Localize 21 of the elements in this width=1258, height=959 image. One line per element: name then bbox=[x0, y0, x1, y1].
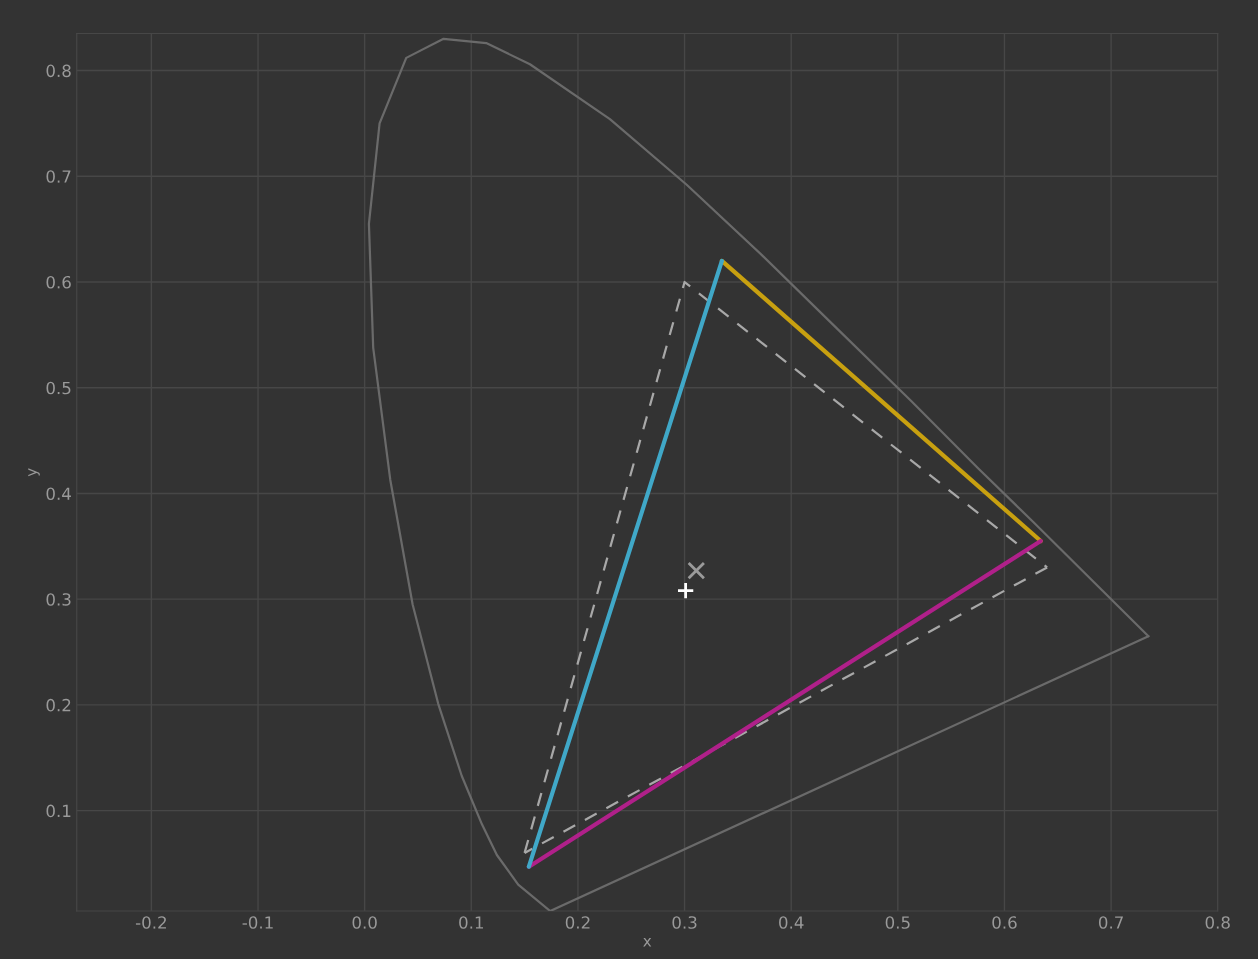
x-tick-label: 0.8 bbox=[1205, 916, 1230, 929]
y-axis-title: y bbox=[28, 468, 40, 477]
x-tick-label: 0.6 bbox=[992, 916, 1017, 929]
y-tick-label: 0.2 bbox=[46, 698, 71, 712]
x-tick-label: 0.4 bbox=[779, 916, 804, 929]
y-tick-label: 0.5 bbox=[46, 381, 71, 395]
x-tick-label: 0.0 bbox=[352, 916, 377, 929]
y-tick-label: 0.6 bbox=[46, 275, 71, 289]
y-tick-label: 0.3 bbox=[46, 593, 71, 606]
y-tick-label: 0.8 bbox=[46, 64, 71, 78]
x-tick-label: 0.7 bbox=[1098, 916, 1123, 929]
y-tick-label: 0.4 bbox=[46, 487, 71, 501]
y-tick-label: 0.1 bbox=[46, 804, 71, 818]
x-tick-label: 0.3 bbox=[672, 916, 697, 929]
x-tick-label: 0.5 bbox=[885, 916, 910, 929]
y-tick-label: 0.7 bbox=[46, 170, 71, 183]
x-tick-label: -0.2 bbox=[135, 916, 166, 929]
x-tick-label: 0.1 bbox=[459, 916, 484, 929]
x-tick-label: 0.2 bbox=[565, 916, 590, 929]
x-tick-label: -0.1 bbox=[242, 916, 273, 929]
x-axis-title: x bbox=[643, 938, 652, 947]
